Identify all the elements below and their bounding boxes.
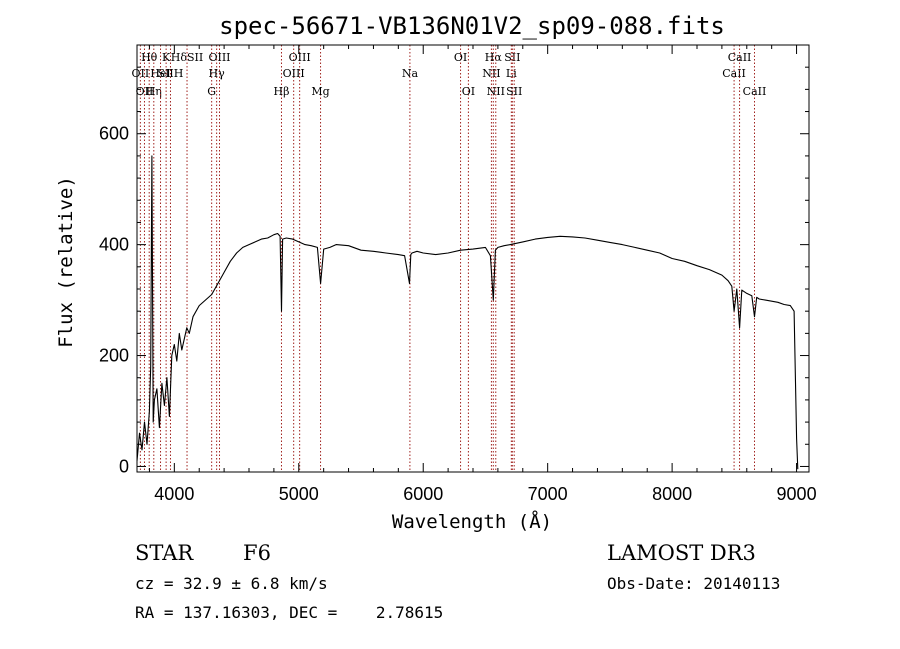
x-tick-label: 9000 [777,484,817,504]
y-tick-label: 0 [119,456,129,476]
chart-title: spec-56671-VB136N01V2_sp09-088.fits [219,12,725,40]
spectral-line-label: Li [506,67,517,80]
spectral-line-label: Hθ [141,51,158,64]
spectral-line-label: HδSII [171,51,203,64]
spectral-line-label: SII [504,51,520,64]
plot-frame [136,44,810,473]
spectral-line-label: K [162,51,171,64]
y-tick-label: 400 [99,235,129,255]
x-tick-label: 8000 [652,484,692,504]
spectral-line-label: OIII [208,51,230,64]
y-axis-label: Flux (relative) [55,176,77,348]
spectral-line-label: OI [454,51,467,64]
spectral-line-label: OIII [283,67,305,80]
spectral-line-label: OI [462,85,475,98]
spectral-line-label: Hγ [209,67,226,80]
survey-name: LAMOST DR3 [607,541,756,565]
spectral-line-label: OII [132,67,150,80]
ra-dec: RA = 137.16303, DEC = 2.78615 [135,603,443,622]
spectral-line-label: OIII [289,51,311,64]
x-tick-label: 5000 [279,484,319,504]
y-tick-label: 600 [99,124,129,144]
object-class: STAR [135,541,194,565]
spectral-line-label: NII [487,85,505,98]
spectral-line-label: Hα [485,51,503,64]
spectral-line-label: Hβ [274,85,290,98]
spectral-line-label: SII [506,85,522,98]
x-axis-label: Wavelength (Å) [392,510,552,533]
y-tick-label: 200 [99,346,129,366]
x-tick-label: 7000 [528,484,568,504]
spectral-line-label: CaII [743,85,767,98]
spectrum-series-line [136,155,799,470]
x-tick-label: 4000 [154,484,194,504]
x-tick-label: 6000 [403,484,443,504]
series-layer [136,155,799,470]
spectral-line-label: Mg [311,85,329,98]
spectral-line-label: CaII [722,67,746,80]
line-markers: OIIOIIHθHηHeIKSIIHHδSIIGHγOIIIHβOIIIOIII… [132,45,767,472]
spectral-line-label: CaII [728,51,752,64]
spectral-line-label: NII [482,67,500,80]
spectral-line-label: Hη [146,85,162,98]
spectral-line-label: SIIH [158,67,184,80]
axis-ticks: 4000 5000 6000 7000 8000 9000 0 200 400 600 [99,45,817,504]
spectral-line-label: G [207,85,216,98]
redshift-cz: cz = 32.9 ± 6.8 km/s [135,574,328,593]
object-subclass: F6 [243,541,271,565]
observation-date: Obs-Date: 20140113 [607,574,780,593]
spectral-line-label: Na [402,67,419,80]
